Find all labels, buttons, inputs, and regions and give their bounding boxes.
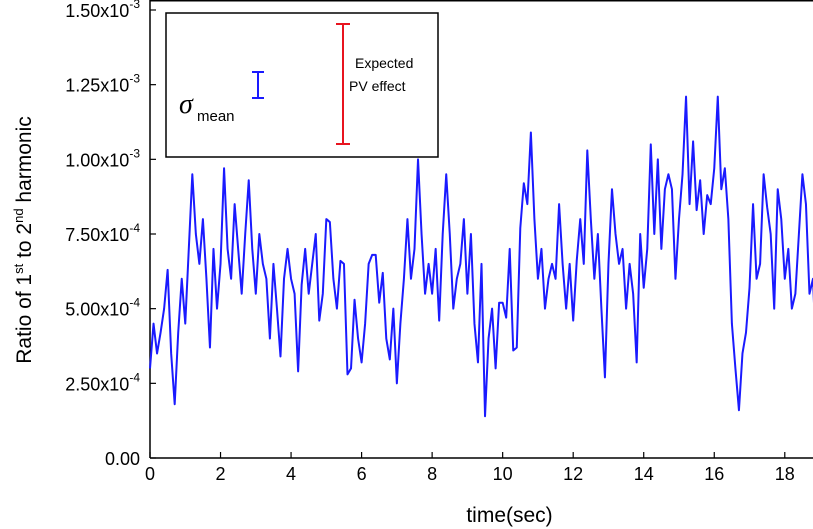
y-tick-label: 1.50x10-3: [65, 0, 140, 21]
y-tick-mantissa: 1.00x10: [65, 150, 129, 170]
y-tick-exponent: -4: [129, 221, 140, 235]
y-tick-label: 0.00: [105, 449, 140, 469]
y-axis-title-superscript: st: [11, 263, 26, 274]
y-tick-exponent: -3: [129, 146, 140, 160]
y-axis-title-part: Ratio of 1: [13, 274, 36, 364]
x-tick-label: 6: [357, 464, 367, 484]
expected-label-line2: PV effect: [349, 78, 406, 94]
y-axis-title-part: harmonic: [13, 116, 36, 208]
axes-layer: 0 2 4 6 8 10 12 14 16 180.002.50x10-45.00x10-47.5…: [11, 0, 813, 527]
y-tick-label: 1.00x10-3: [65, 146, 140, 170]
x-axis-title: time(sec): [466, 504, 552, 527]
x-tick-label: 12: [563, 464, 583, 484]
y-tick-exponent: -4: [129, 296, 140, 310]
y-tick-label: 1.25x10-3: [65, 72, 140, 96]
y-tick-exponent: -4: [129, 370, 140, 384]
y-axis-title: Ratio of 1st to 2nd harmonic: [11, 116, 36, 364]
y-tick-label: 2.50x10-4: [65, 370, 140, 394]
y-tick-label: 7.50x10-4: [65, 221, 140, 245]
x-tick-label: 14: [634, 464, 654, 484]
y-axis-title-part: to 2: [13, 223, 36, 264]
legend-box: [165, 12, 439, 158]
x-tick-label: 16: [704, 464, 724, 484]
x-tick-label: 2: [216, 464, 226, 484]
y-tick-mantissa: 5.00x10: [65, 300, 129, 320]
y-axis-title-superscript: nd: [11, 208, 26, 222]
y-tick-mantissa: 7.50x10: [65, 225, 129, 245]
data-layer: [149, 95, 813, 418]
x-tick-label: 0: [145, 464, 155, 484]
legend-layer: σ mean Expected PV effect: [165, 12, 439, 158]
y-tick-mantissa: 1.50x10: [65, 1, 129, 21]
y-tick-exponent: -3: [129, 0, 140, 11]
y-tick-mantissa: 2.50x10: [65, 374, 129, 394]
sigma-symbol: σ: [179, 89, 194, 120]
x-tick-label: 10: [493, 464, 513, 484]
x-tick-label: 8: [427, 464, 437, 484]
y-tick-label: 5.00x10-4: [65, 296, 140, 320]
series-line-0: [149, 95, 813, 418]
sigma-subscript: mean: [197, 108, 235, 125]
x-tick-label: 4: [286, 464, 296, 484]
y-tick-mantissa: 1.25x10: [65, 76, 129, 96]
y-tick-mantissa: 0.00: [105, 449, 140, 469]
y-tick-exponent: -3: [129, 72, 140, 86]
expected-label-line1: Expected: [355, 55, 413, 71]
x-tick-label: 18: [775, 464, 795, 484]
